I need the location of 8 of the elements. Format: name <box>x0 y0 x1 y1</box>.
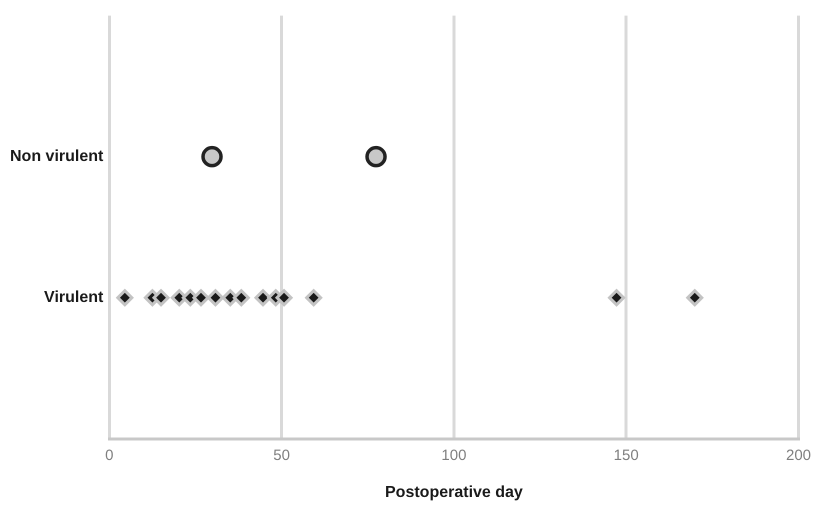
x-tick-label: 150 <box>614 446 639 464</box>
x-tick-label: 0 <box>105 446 114 464</box>
y-tick-label: Non virulent <box>10 148 104 166</box>
x-axis-title: Postoperative day <box>384 484 523 501</box>
x-tick-label: 50 <box>273 446 290 464</box>
x-tick-label: 100 <box>441 446 466 464</box>
y-tick-label: Virulent <box>44 289 104 306</box>
x-tick-label: 200 <box>786 446 811 464</box>
